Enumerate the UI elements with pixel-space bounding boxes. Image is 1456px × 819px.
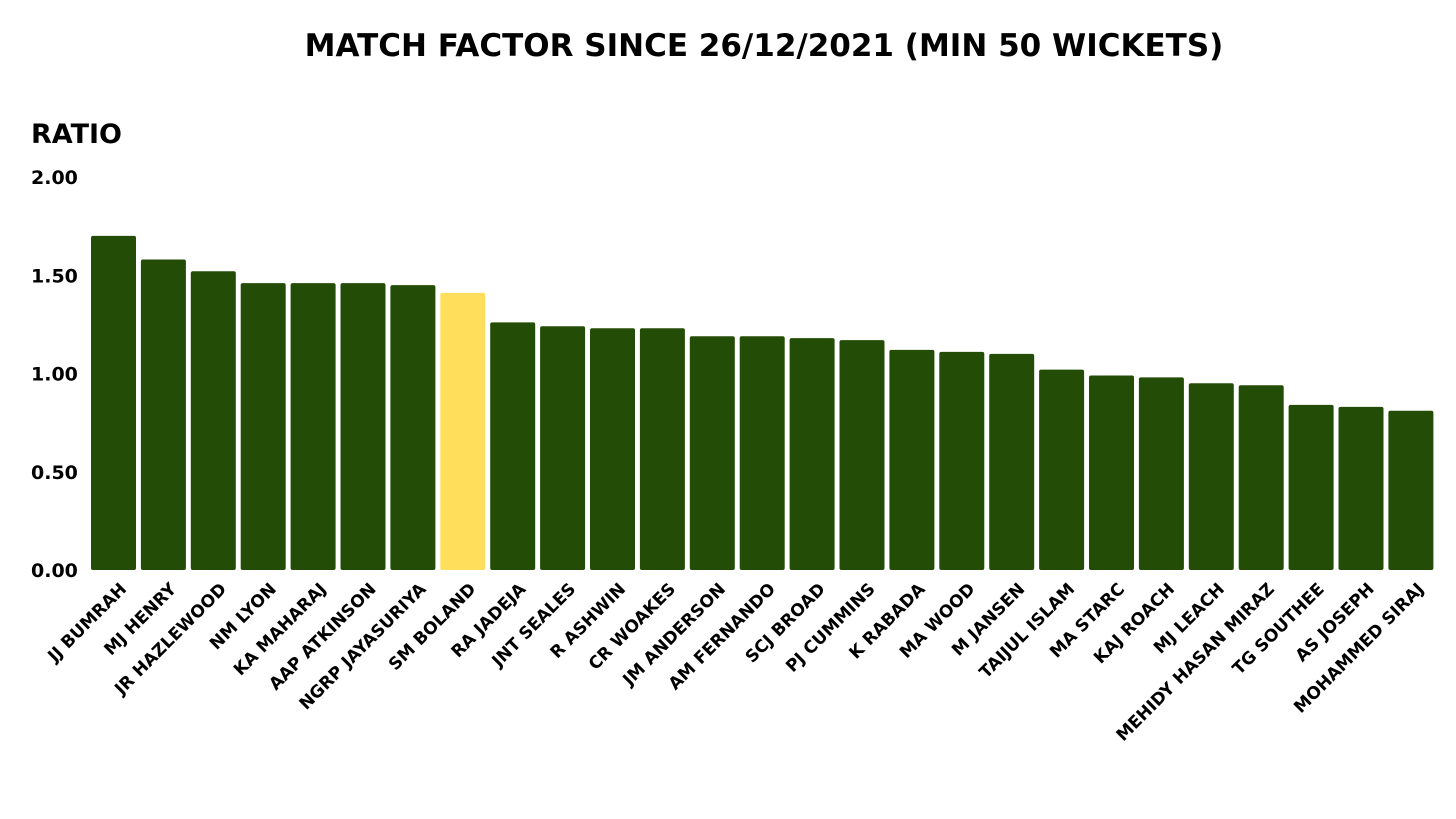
x-tick-label: CR WOAKES — [585, 579, 680, 674]
y-tick-label: 1.00 — [31, 364, 78, 386]
bar — [689, 336, 735, 570]
y-axis-ticks: 0.00 0.50 1.00 1.50 2.00 — [31, 167, 78, 582]
bar — [839, 340, 885, 570]
bar — [989, 353, 1035, 570]
y-tick-label: 1.50 — [31, 265, 78, 287]
bar — [390, 285, 436, 570]
bar — [590, 328, 635, 570]
bar — [739, 336, 785, 570]
bar — [440, 292, 486, 570]
bar — [540, 326, 586, 570]
bar — [1338, 406, 1384, 570]
x-tick-label: PJ CUMMINS — [782, 579, 879, 676]
bars — [91, 235, 1434, 570]
bar — [1039, 369, 1085, 570]
bar — [1138, 377, 1184, 570]
bar — [1188, 383, 1234, 570]
bar — [190, 271, 236, 570]
x-tick-label: SM BOLAND — [385, 579, 480, 674]
y-axis-label: RATIO — [31, 119, 122, 150]
chart-title: MATCH FACTOR SINCE 26/12/2021 (MIN 50 WI… — [305, 28, 1224, 64]
bar — [1238, 385, 1284, 570]
bar — [1089, 375, 1134, 570]
bar — [889, 349, 935, 570]
bar — [789, 338, 835, 570]
bar — [1388, 410, 1434, 570]
y-tick-label: 2.00 — [31, 167, 78, 189]
bar — [939, 351, 985, 570]
bar — [1288, 404, 1334, 570]
bar — [140, 259, 186, 570]
bar — [240, 283, 286, 570]
y-tick-label: 0.00 — [31, 560, 78, 582]
bar — [490, 322, 536, 570]
y-tick-label: 0.50 — [31, 462, 78, 484]
bar — [290, 283, 336, 570]
bar — [91, 235, 136, 570]
bar — [340, 283, 386, 570]
bar — [639, 328, 685, 570]
